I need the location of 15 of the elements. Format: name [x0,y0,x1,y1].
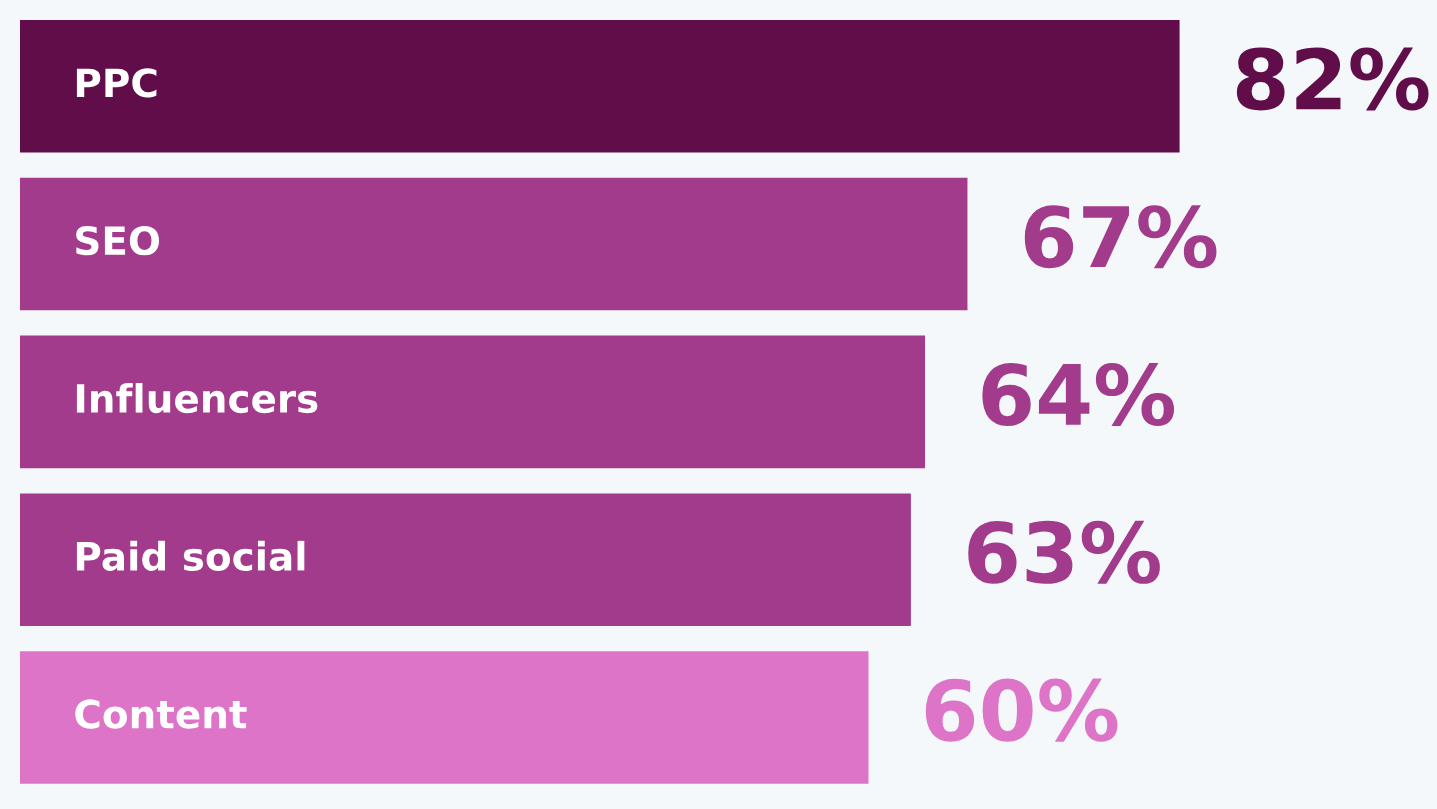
y-tick-label: Paid social [76,540,305,571]
y-tick-label: PPC [76,68,157,98]
y-tick-label: Influencers [76,383,318,414]
data-label: 82% [1236,47,1429,111]
y-tick-label: Content [75,699,247,729]
data-label: 64% [982,363,1175,427]
data-label: 63% [968,520,1160,584]
y-tick-label: SEO [76,225,160,256]
data-label: 67% [1024,205,1217,269]
bar [20,177,968,311]
bar [20,20,1180,153]
bar [20,335,926,469]
bar [20,651,869,784]
bar [20,493,911,626]
data-label: 60% [925,678,1118,742]
